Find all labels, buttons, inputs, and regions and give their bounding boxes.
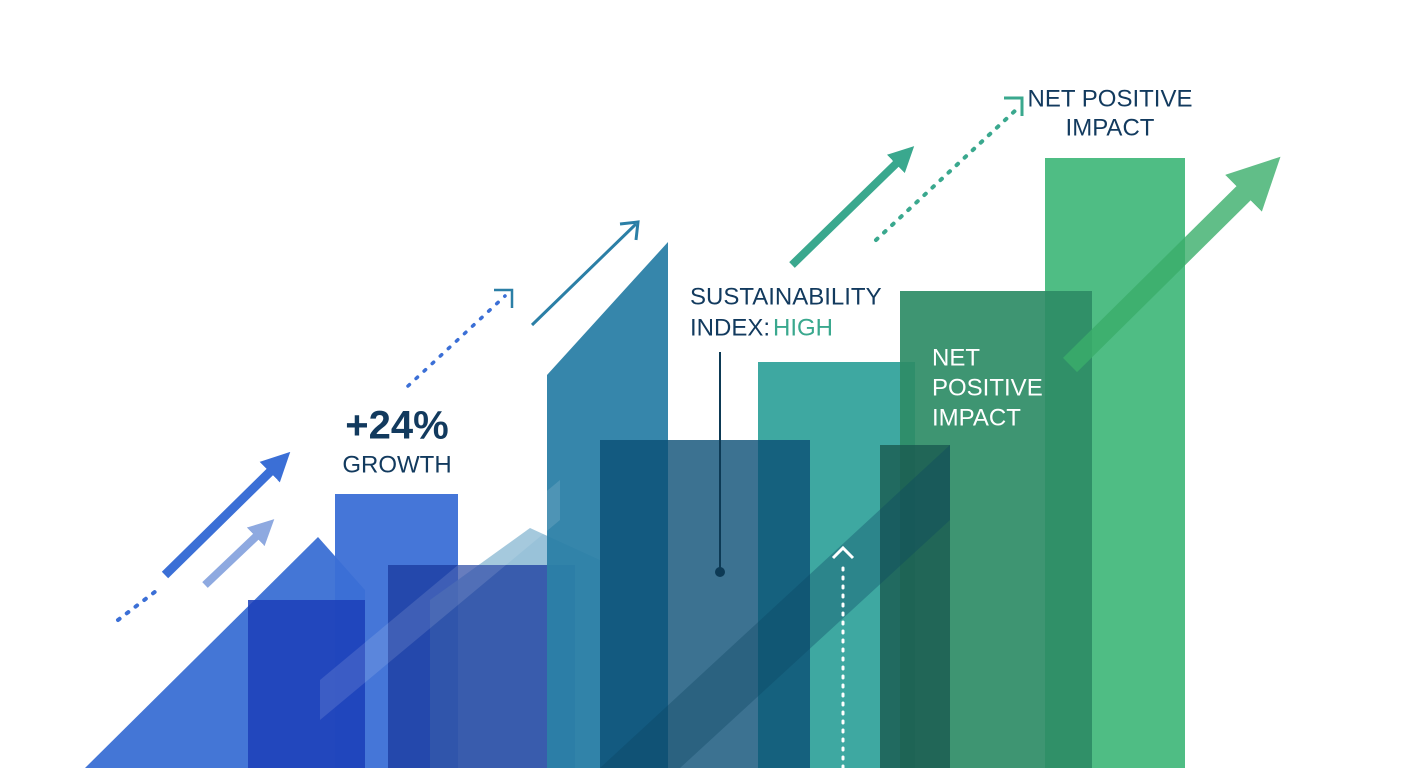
impact-line: NET bbox=[932, 344, 980, 371]
impact-top-line: IMPACT bbox=[1066, 114, 1155, 141]
arrows bbox=[116, 96, 1281, 768]
impact-top-line: NET POSITIVE bbox=[1028, 85, 1193, 112]
impact-line: POSITIVE bbox=[932, 374, 1043, 401]
growth-figure: +24% bbox=[345, 404, 448, 448]
impact-line: IMPACT bbox=[932, 404, 1021, 431]
sustainability-title: SUSTAINABILITY bbox=[690, 283, 882, 310]
sustainability-level: HIGH bbox=[773, 314, 833, 341]
sustainability-prefix: INDEX: bbox=[690, 314, 770, 341]
growth-caption: GROWTH bbox=[342, 451, 451, 478]
shapes bbox=[85, 158, 1185, 768]
